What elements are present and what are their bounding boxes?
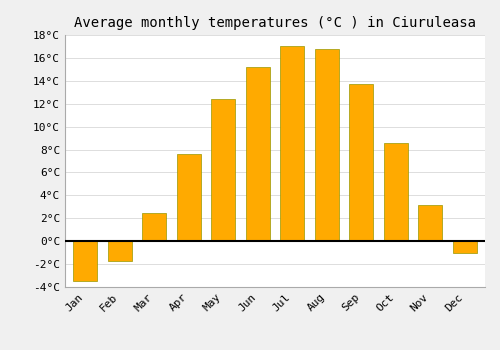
Bar [349, 84, 374, 241]
Bar [73, 241, 97, 281]
Bar [280, 47, 304, 241]
Bar [246, 67, 270, 241]
Bar [314, 49, 339, 241]
Bar [418, 204, 442, 241]
Title: Average monthly temperatures (°C ) in Ciuruleasa: Average monthly temperatures (°C ) in Ci… [74, 16, 476, 30]
Bar [211, 99, 236, 241]
Bar [384, 143, 408, 241]
Bar [176, 154, 201, 241]
Bar [108, 241, 132, 261]
Bar [142, 212, 167, 241]
Bar [453, 241, 477, 253]
